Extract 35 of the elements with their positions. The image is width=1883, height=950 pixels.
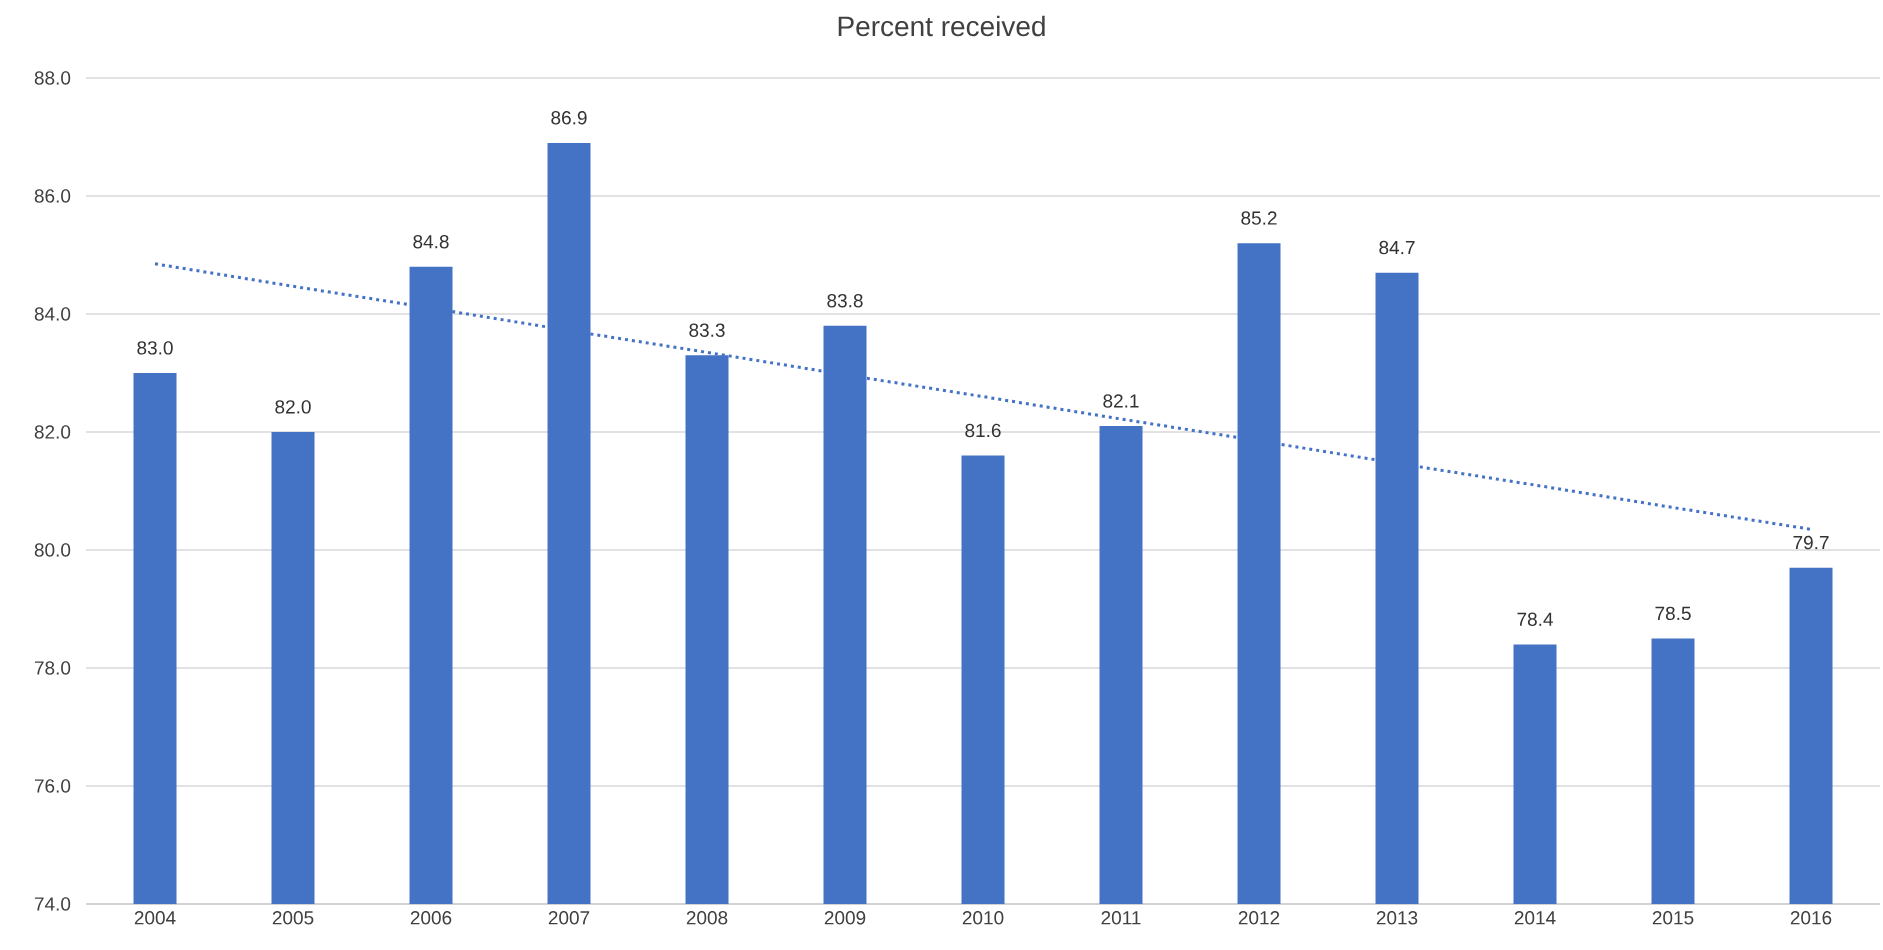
x-tick-label: 2014 [1514, 911, 1556, 925]
y-tick-label: 80.0 [34, 543, 71, 557]
data-label: 83.3 [689, 323, 725, 337]
x-tick-label: 2010 [962, 911, 1004, 925]
y-tick-label: 88.0 [34, 71, 71, 85]
data-label: 83.8 [827, 293, 863, 308]
x-tick-label: 2016 [1790, 911, 1832, 925]
data-label: 83.0 [137, 341, 173, 355]
data-label: 84.7 [1379, 240, 1415, 255]
y-tick-label: 76.0 [34, 779, 71, 793]
y-tick-label: 78.0 [34, 661, 71, 675]
x-tick-label: 2013 [1376, 911, 1418, 925]
data-label: 84.8 [413, 234, 449, 249]
y-tick-label: 86.0 [34, 189, 71, 203]
x-tick-label: 2009 [824, 911, 866, 925]
y-tick-label: 84.0 [34, 307, 71, 321]
x-tick-label: 2004 [134, 911, 176, 925]
x-tick-label: 2015 [1652, 911, 1694, 925]
data-label: 78.4 [1517, 612, 1553, 626]
data-label: 85.2 [1241, 211, 1277, 225]
x-tick-label: 2005 [272, 911, 314, 925]
x-tick-label: 2012 [1238, 911, 1280, 925]
x-tick-label: 2006 [410, 911, 452, 925]
data-label: 82.1 [1103, 394, 1139, 408]
data-label: 78.5 [1655, 606, 1691, 621]
data-label: 79.7 [1793, 535, 1829, 550]
x-tick-label: 2007 [548, 911, 590, 925]
data-label: 81.6 [965, 423, 1001, 438]
y-tick-label: 82.0 [34, 425, 71, 439]
data-label: 86.9 [551, 111, 587, 125]
data-label: 82.0 [275, 400, 311, 414]
x-tick-label: 2008 [686, 911, 728, 925]
x-tick-label: 2011 [1101, 911, 1141, 925]
y-tick-label: 74.0 [34, 897, 71, 911]
chart-title: Percent received [838, 15, 1045, 37]
